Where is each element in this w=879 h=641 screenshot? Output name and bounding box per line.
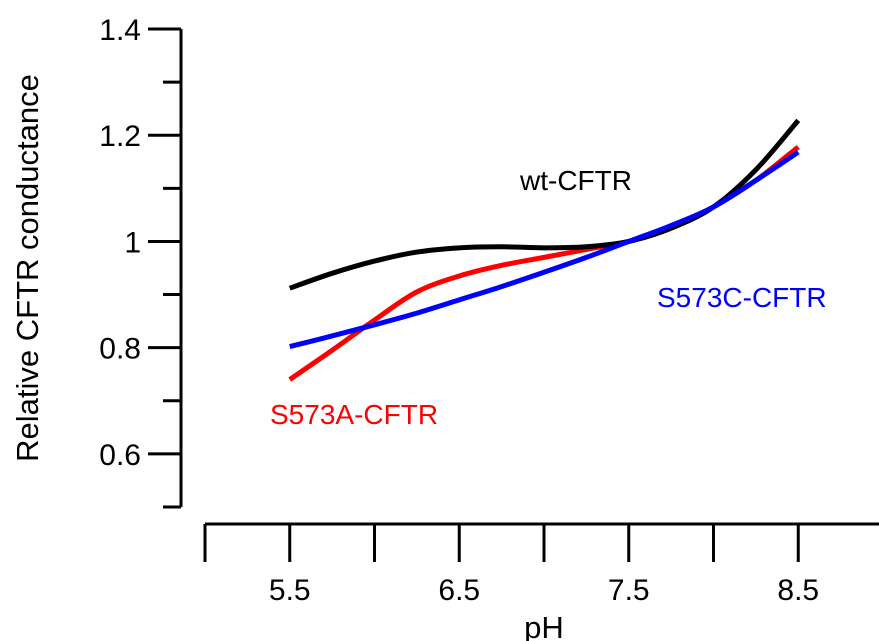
x-tick-label: 7.5 (608, 574, 650, 607)
series-label-s573c-cftr: S573C-CFTR (657, 282, 827, 313)
y-tick-label: 1.2 (99, 120, 141, 153)
y-tick-label: 1.4 (99, 14, 141, 47)
series-label-s573a-cftr: S573A-CFTR (270, 399, 438, 430)
x-tick-label: 8.5 (777, 574, 819, 607)
x-tick-label: 5.5 (269, 574, 311, 607)
x-axis-title: pH (524, 610, 564, 641)
y-tick-label: 0.6 (99, 439, 141, 472)
y-tick-label: 0.8 (99, 333, 141, 366)
series-label-wt-cftr: wt-CFTR (519, 165, 632, 196)
series-line-s573c-cftr (289, 150, 800, 350)
y-tick-label: 1 (124, 226, 141, 259)
x-tick-label: 6.5 (438, 574, 480, 607)
y-axis-title: Relative CFTR conductance (10, 74, 45, 462)
